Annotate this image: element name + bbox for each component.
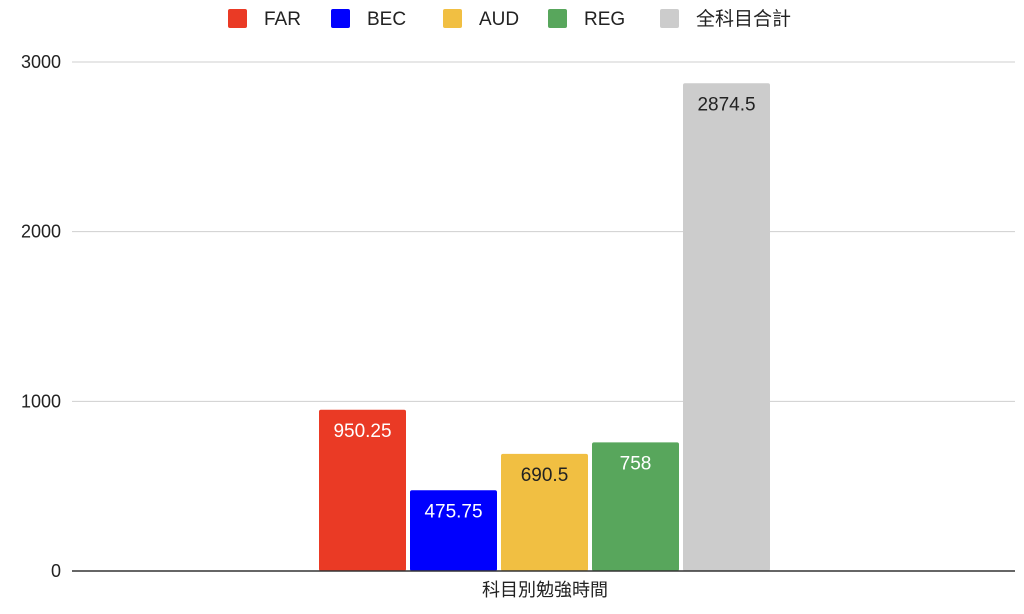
legend-label: FAR (264, 9, 301, 30)
legend-swatch-全科目合計 (660, 9, 679, 28)
data-label: 2874.5 (697, 94, 755, 115)
bars (319, 83, 770, 572)
y-tick-label: 1000 (21, 391, 61, 411)
y-tick-label: 3000 (21, 52, 61, 72)
legend-swatch-AUD (443, 9, 462, 28)
data-labels: 950.25 475.75 690.5 758 2874.5 (333, 94, 755, 522)
y-axis-ticks: 0 1000 2000 3000 (21, 52, 61, 581)
bar-FAR (319, 409, 406, 571)
y-tick-label: 0 (51, 561, 61, 581)
legend-swatch-FAR (228, 9, 247, 28)
bar-BEC (410, 490, 497, 571)
bar-REG (592, 442, 679, 571)
gridlines (72, 61, 1015, 402)
legend-label: AUD (479, 9, 519, 30)
legend: FAR BEC AUD REG 全科目合計 (228, 8, 791, 30)
y-tick-label: 2000 (21, 222, 61, 242)
legend-label: BEC (367, 9, 406, 30)
data-label: 690.5 (521, 465, 569, 486)
data-label: 475.75 (424, 501, 482, 522)
legend-swatch-BEC (331, 9, 350, 28)
legend-label: 全科目合計 (696, 8, 791, 30)
legend-label: REG (584, 9, 625, 30)
data-label: 758 (620, 453, 652, 474)
legend-swatch-REG (548, 9, 567, 28)
x-category-label: 科目別勉強時間 (482, 580, 608, 600)
data-label: 950.25 (333, 421, 391, 442)
bar-AUD (501, 453, 588, 571)
bar-全科目合計 (683, 83, 770, 572)
